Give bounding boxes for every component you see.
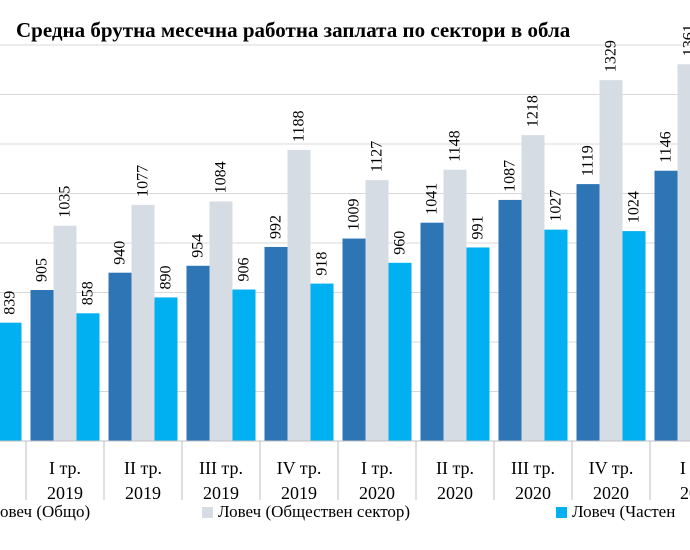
legend-swatch-public — [202, 506, 213, 518]
x-tick-label: I т — [680, 458, 690, 478]
x-tick-label: 2019 — [125, 483, 161, 503]
bar — [576, 184, 600, 441]
bar — [420, 222, 444, 441]
data-label: 1027 — [548, 190, 565, 222]
bar — [30, 290, 54, 441]
bar — [108, 272, 132, 441]
bar — [76, 313, 100, 441]
data-label: 1035 — [57, 186, 74, 218]
x-tick-label: II тр. — [124, 458, 162, 478]
bar — [131, 204, 155, 441]
data-label: 858 — [80, 281, 97, 305]
data-label: 1329 — [603, 40, 620, 72]
legend-label-public: Ловеч (Обществен сектор) — [218, 502, 411, 521]
bar — [264, 246, 288, 441]
data-label: 1146 — [658, 131, 675, 162]
data-label: 1361 — [681, 24, 690, 56]
bar — [209, 201, 233, 441]
legend-label-private: Ловеч (Частен — [572, 502, 676, 521]
bar — [466, 247, 490, 441]
data-label: 991 — [470, 215, 487, 239]
data-label: 1148 — [447, 130, 464, 161]
data-label: 1041 — [424, 183, 441, 215]
x-tick-label: 2019 — [47, 483, 83, 503]
bars — [0, 64, 690, 442]
data-label: 940 — [112, 241, 129, 265]
data-label: 906 — [236, 258, 253, 282]
data-label: 1087 — [502, 160, 519, 192]
x-tick-label: 2019 — [281, 483, 317, 503]
legend-label-total: овеч (Общо) — [0, 502, 91, 521]
legend: овеч (Общо) Ловеч (Обществен сектор) Лов… — [0, 500, 690, 528]
data-label: 1127 — [369, 141, 386, 172]
x-tick-label: 2020 — [437, 483, 473, 503]
x-tick-label: II тр. — [436, 458, 474, 478]
bar — [310, 283, 334, 441]
legend-item-total: овеч (Общо) — [0, 502, 90, 522]
x-tick-label: 20 — [680, 483, 690, 503]
data-label: 992 — [268, 215, 285, 239]
x-tick-label: 2020 — [515, 483, 551, 503]
bar — [53, 225, 77, 441]
data-label: 905 — [34, 258, 51, 282]
data-label: 1119 — [580, 145, 597, 176]
bar — [0, 322, 22, 441]
bar — [654, 170, 678, 442]
legend-swatch-private — [556, 506, 567, 518]
data-label: 954 — [190, 234, 207, 258]
data-label: 890 — [158, 265, 175, 289]
x-tick-label: I тр. — [361, 458, 393, 478]
data-label: 1218 — [525, 95, 542, 127]
legend-item-private: Ловеч (Частен — [556, 502, 675, 522]
bar — [388, 262, 412, 441]
x-tick-label: I тр. — [49, 458, 81, 478]
data-label: 1024 — [626, 191, 643, 223]
bar — [186, 265, 210, 441]
bar — [342, 238, 366, 441]
data-label: 1084 — [213, 161, 230, 193]
x-tick-label: 2020 — [359, 483, 395, 503]
bar — [544, 229, 568, 441]
x-tick-label: 2019 — [203, 483, 239, 503]
data-labels: 9059409549921009104110871119114610091035… — [2, 24, 690, 315]
bar — [677, 64, 690, 442]
bar — [154, 297, 178, 441]
x-tick-label: IV тр. — [277, 458, 322, 478]
data-label: 1077 — [135, 165, 152, 197]
data-label: 918 — [314, 252, 331, 276]
data-label: 1009 — [346, 199, 363, 231]
bar — [521, 135, 545, 441]
x-tick-label: 2020 — [593, 483, 629, 503]
bar — [498, 199, 522, 441]
legend-item-public: Ловеч (Обществен сектор) — [202, 502, 410, 522]
bar — [365, 180, 389, 441]
bar — [599, 80, 623, 442]
chart-title: Средна брутна месечна работна заплата по… — [16, 18, 571, 42]
data-label: 839 — [2, 291, 19, 315]
x-tick-label: IV тр. — [589, 458, 634, 478]
x-tick-label: III тр. — [511, 458, 555, 478]
data-label: 1188 — [291, 111, 308, 142]
bar — [443, 169, 467, 442]
x-tick-label: III тр. — [199, 458, 243, 478]
data-label: 960 — [392, 231, 409, 255]
bar — [232, 289, 256, 441]
bar — [287, 149, 311, 441]
bar — [622, 231, 646, 441]
